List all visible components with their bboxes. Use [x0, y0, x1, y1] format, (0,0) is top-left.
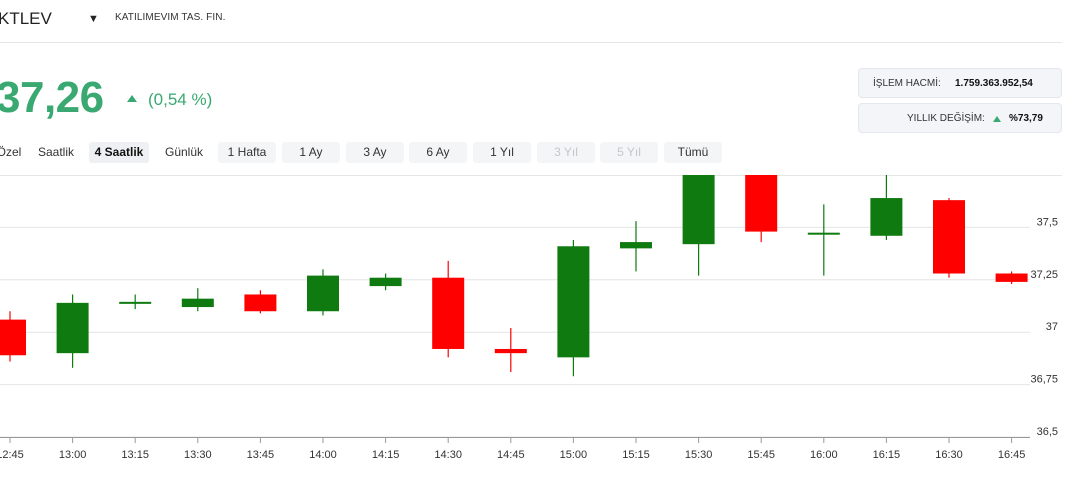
tab-3-ay[interactable]: 3 Ay [346, 142, 404, 163]
candle-body [119, 301, 152, 304]
x-tick-label: 13:15 [121, 449, 149, 461]
x-tick-label: 14:00 [309, 449, 337, 461]
x-tick-label: 13:00 [59, 449, 87, 461]
tab-gunluk[interactable]: Günlük [164, 145, 204, 159]
candle-body [682, 175, 715, 245]
x-tick-label: 14:45 [497, 449, 525, 461]
x-tick-label: 12:45 [0, 449, 24, 461]
candle-body [807, 232, 840, 235]
candle-body [933, 200, 965, 274]
candle-body [56, 302, 89, 354]
yearly-change-value: %73,79 [1009, 113, 1043, 124]
tab-tumu[interactable]: Tümü [664, 142, 722, 163]
header: KTLEV ▼ KATILIMEVIM TAS. FIN. [0, 0, 1062, 43]
volume-label: İŞLEM HACMİ: [873, 78, 941, 89]
candle-body [745, 175, 778, 232]
tab-4-saatlik[interactable]: 4 Saatlik [89, 142, 149, 163]
up-arrow-icon [127, 95, 137, 102]
tab-ozel[interactable]: Özel [0, 145, 22, 159]
x-tick-label: 15:45 [747, 449, 775, 461]
x-tick-label: 16:45 [998, 449, 1026, 461]
y-tick-label: 36,75 [1030, 374, 1058, 386]
period-tabs: Özel Saatlik 4 Saatlik Günlük 1 Hafta 1 … [0, 142, 740, 164]
x-tick-label: 16:15 [873, 449, 901, 461]
candle-body [995, 273, 1028, 282]
candle-body [494, 348, 527, 354]
x-tick-label: 15:15 [622, 449, 650, 461]
y-tick-label: 37 [1046, 321, 1058, 333]
candle-body [244, 294, 277, 312]
volume-value: 1.759.363.952,54 [955, 78, 1033, 89]
ticker-symbol: KTLEV [0, 9, 52, 28]
last-price: 37,26 [0, 73, 104, 122]
y-tick-label: 37,5 [1037, 216, 1058, 228]
x-tick-label: 14:30 [434, 449, 462, 461]
volume-stat: İŞLEM HACMİ: 1.759.363.952,54 [858, 68, 1062, 98]
dropdown-caret-icon[interactable]: ▼ [88, 13, 99, 25]
candle-body [432, 277, 465, 349]
x-tick-label: 16:00 [810, 449, 838, 461]
price-change-percent: (0,54 %) [148, 90, 213, 109]
candle-body [870, 198, 903, 236]
tab-3-yil: 3 Yıl [537, 142, 595, 163]
y-tick-label: 36,5 [1037, 426, 1058, 438]
tab-saatlik[interactable]: Saatlik [37, 145, 75, 159]
candle-body [620, 242, 652, 249]
y-tick-label: 37,25 [1030, 269, 1058, 281]
yearly-change-stat: YILLIK DEĞİŞİM: %73,79 [858, 103, 1062, 133]
tab-1-hafta[interactable]: 1 Hafta [218, 142, 276, 163]
x-tick-label: 14:15 [372, 449, 400, 461]
x-tick-label: 13:45 [247, 449, 275, 461]
x-tick-label: 16:30 [935, 449, 963, 461]
x-tick-label: 13:30 [184, 449, 212, 461]
company-name: KATILIMEVIM TAS. FIN. [115, 12, 226, 23]
candle-body [307, 275, 339, 312]
tab-1-ay[interactable]: 1 Ay [282, 142, 340, 163]
tab-1-yil[interactable]: 1 Yıl [473, 142, 531, 163]
candle-body [557, 246, 590, 358]
x-tick-label: 15:00 [560, 449, 588, 461]
tab-6-ay[interactable]: 6 Ay [409, 142, 467, 163]
up-arrow-icon [993, 116, 1001, 122]
x-tick-label: 15:30 [685, 449, 713, 461]
candlestick-chart: 37,5 37,25 37 36,75 36,5 12:45 13:00 13:15 13:30… [0, 175, 1062, 461]
candle-body [0, 319, 26, 356]
yearly-change-label: YILLIK DEĞİŞİM: [907, 113, 985, 124]
tab-5-yil: 5 Yıl [600, 142, 658, 163]
candle-body [369, 277, 402, 287]
candle-body [181, 298, 214, 308]
